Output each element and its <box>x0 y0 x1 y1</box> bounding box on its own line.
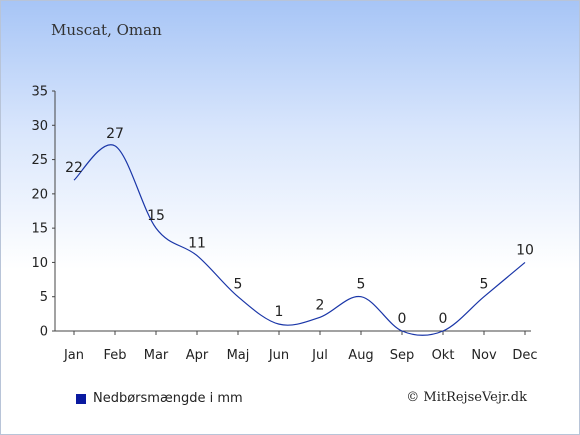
data-label: 5 <box>480 277 489 293</box>
y-tick-label: 25 <box>31 153 48 168</box>
data-point <box>73 179 75 181</box>
x-tick-label: Feb <box>103 348 126 363</box>
data-label: 0 <box>439 311 448 327</box>
data-point <box>196 254 198 256</box>
x-tick-label: Okt <box>432 348 455 363</box>
data-label: 1 <box>275 304 284 320</box>
legend-label: Nedbørsmængde i mm <box>93 391 243 406</box>
x-tick-label: Jul <box>311 348 328 363</box>
x-tick-label: Nov <box>471 348 497 363</box>
data-point <box>155 227 157 229</box>
data-point <box>360 296 362 298</box>
y-tick-label: 20 <box>31 187 48 202</box>
x-tick-label: Apr <box>186 348 209 363</box>
data-label: 11 <box>188 236 206 252</box>
x-tick-label: Aug <box>348 348 373 363</box>
data-point <box>442 330 444 332</box>
data-label: 0 <box>398 311 407 327</box>
data-point <box>483 296 485 298</box>
data-label: 5 <box>357 277 366 293</box>
data-point <box>237 296 239 298</box>
data-point <box>524 261 526 263</box>
precipitation-line <box>73 144 526 336</box>
x-tick-label: Maj <box>227 348 250 363</box>
y-tick-label: 30 <box>31 119 48 134</box>
x-tick-label: Mar <box>144 348 169 363</box>
x-tick-label: Sep <box>390 348 415 363</box>
data-point <box>319 316 321 318</box>
data-point <box>278 323 280 325</box>
data-label: 22 <box>65 160 83 176</box>
data-point <box>114 145 116 147</box>
y-tick-label: 15 <box>31 222 48 237</box>
x-tick-label: Jun <box>268 348 289 363</box>
data-point <box>401 330 403 332</box>
y-tick-label: 35 <box>31 85 48 100</box>
data-label: 15 <box>147 208 165 224</box>
y-tick-label: 10 <box>31 256 48 271</box>
copyright-text: © MitRejseVejr.dk <box>406 390 527 405</box>
chart-title: Muscat, Oman <box>51 21 162 39</box>
data-label: 27 <box>106 126 124 142</box>
data-label: 2 <box>316 297 325 313</box>
data-label: 10 <box>516 242 534 258</box>
legend-swatch <box>76 393 86 404</box>
legend: Nedbørsmængde i mm <box>76 391 243 406</box>
data-label: 5 <box>234 277 243 293</box>
x-tick-label: Dec <box>512 348 537 363</box>
x-tick-label: Jan <box>63 348 84 363</box>
y-tick-label: 0 <box>40 325 48 340</box>
y-tick-label: 5 <box>40 290 48 305</box>
